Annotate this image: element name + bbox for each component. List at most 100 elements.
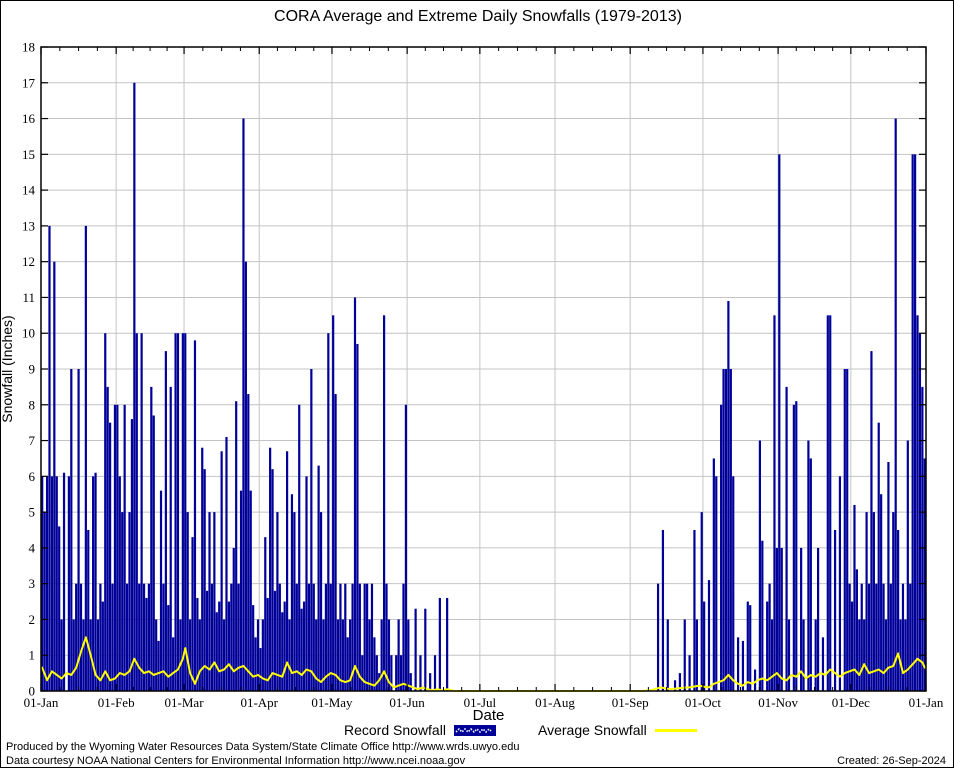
record-snowfall-bar (349, 619, 352, 691)
x-tick-label: 01-Mar (165, 695, 205, 710)
record-snowfall-bar (128, 512, 131, 691)
record-snowfall-bar (843, 369, 846, 691)
y-tick-label: 4 (29, 540, 36, 555)
footer-producer: Produced by the Wyoming Water Resources … (6, 741, 520, 753)
legend-record-label: Record Snowfall (344, 722, 446, 738)
record-snowfall-bar (215, 612, 218, 691)
record-snowfall-bar (899, 619, 902, 691)
record-snowfall-bar (203, 469, 206, 691)
record-snowfall-bar (169, 386, 172, 691)
record-snowfall-bar (341, 619, 344, 691)
record-snowfall-bar (858, 619, 861, 691)
record-snowfall-bar (897, 530, 900, 691)
record-snowfall-bar (147, 583, 150, 691)
record-snowfall-bar (363, 583, 366, 691)
record-snowfall-bar (863, 619, 866, 691)
record-snowfall-bar (695, 619, 698, 691)
record-snowfall-bar (666, 619, 669, 691)
record-snowfall-bar (172, 637, 175, 691)
record-snowfall-bar (661, 530, 665, 691)
record-snowfall-bar (353, 297, 357, 691)
record-snowfall-bar (867, 583, 871, 691)
record-snowfall-bar (724, 369, 728, 691)
y-tick-label: 17 (22, 75, 36, 90)
record-snowfall-bar (186, 512, 189, 691)
x-tick-label: 01-Feb (98, 695, 135, 710)
record-snowfall-bar (62, 472, 66, 691)
record-snowfall-bar (707, 580, 711, 691)
record-snowfall-bar (817, 547, 820, 691)
legend: Record Snowfall Average Snowfall (1, 722, 953, 740)
record-snowfall-bar (712, 458, 715, 691)
record-snowfall-bar (433, 655, 437, 691)
record-snowfall-bar (826, 315, 829, 691)
record-snowfall-bar (300, 608, 303, 691)
record-snowfall-bar (882, 583, 885, 691)
record-snowfall-bar (315, 619, 318, 691)
y-tick-label: 10 (22, 326, 35, 341)
record-snowfall-bar (181, 333, 184, 691)
record-snowfall-bar (351, 583, 354, 691)
record-snowfall-bar (814, 619, 817, 691)
record-snowfall-bar (254, 637, 257, 691)
record-snowfall-bar (855, 569, 858, 691)
record-snowfall-bar (96, 619, 100, 691)
record-snowfall-bar (276, 512, 279, 691)
record-snowfall-bar (770, 619, 774, 691)
record-snowfall-bar (800, 547, 803, 691)
record-snowfall-bar (356, 343, 359, 691)
y-tick-label: 13 (22, 218, 35, 233)
record-snowfall-swatch-icon (453, 724, 496, 736)
record-snowfall-bar (230, 583, 233, 691)
record-snowfall-bar (290, 494, 294, 691)
record-snowfall-bar (208, 512, 211, 691)
record-snowfall-bar (189, 619, 192, 691)
record-snowfall-bar (283, 601, 286, 691)
record-snowfall-bar (286, 451, 289, 691)
record-snowfall-bar (904, 619, 907, 691)
record-snowfall-bar (322, 619, 325, 691)
record-snowfall-bar (142, 583, 146, 691)
record-snowfall-bar (395, 655, 398, 691)
record-snowfall-bar (58, 526, 61, 691)
record-snowfall-bar (295, 583, 298, 691)
record-snowfall-bar (778, 154, 781, 692)
record-snowfall-bar (787, 619, 791, 691)
record-snowfall-bar (339, 583, 342, 691)
average-snowfall-line (41, 636, 926, 692)
record-snowfall-bar (758, 440, 762, 691)
record-snowfall-bar (909, 583, 912, 691)
record-snowfall-bar (336, 619, 340, 691)
record-snowfall-bar (419, 655, 422, 691)
record-snowfall-bar (821, 637, 825, 691)
record-snowfall-bar (60, 619, 63, 691)
record-snowfall-bar (237, 583, 240, 691)
record-snowfall-bar (846, 369, 849, 691)
record-snowfall-bar (84, 225, 87, 691)
record-snowfall-bar (792, 404, 795, 691)
record-snowfall-bar (140, 333, 143, 691)
record-snowfall-bar (775, 547, 778, 691)
record-snowfall-bar (196, 597, 199, 691)
y-tick-label: 16 (22, 111, 36, 126)
y-tick-label: 6 (29, 469, 36, 484)
record-snowfall-bar (727, 301, 730, 691)
record-snowfall-bar (227, 601, 231, 691)
record-snowfall-bar (656, 583, 660, 691)
record-snowfall-bar (872, 512, 875, 691)
record-snowfall-bar (683, 619, 686, 691)
record-snowfall-bar (109, 422, 112, 691)
record-snowfall-bar (123, 404, 126, 691)
record-snowfall-bar (150, 386, 153, 691)
record-snowfall-bar (373, 637, 376, 691)
record-snowfall-bar (397, 619, 400, 691)
record-snowfall-bar (736, 637, 740, 691)
record-snowfall-bar (884, 619, 888, 691)
record-snowfall-bar (281, 612, 284, 691)
record-snowfall-bar (293, 512, 296, 691)
record-snowfall-bar (407, 619, 410, 691)
record-snowfall-bar (184, 333, 187, 691)
record-snowfall-bar (319, 512, 323, 691)
record-snowfall-bar (916, 315, 919, 691)
